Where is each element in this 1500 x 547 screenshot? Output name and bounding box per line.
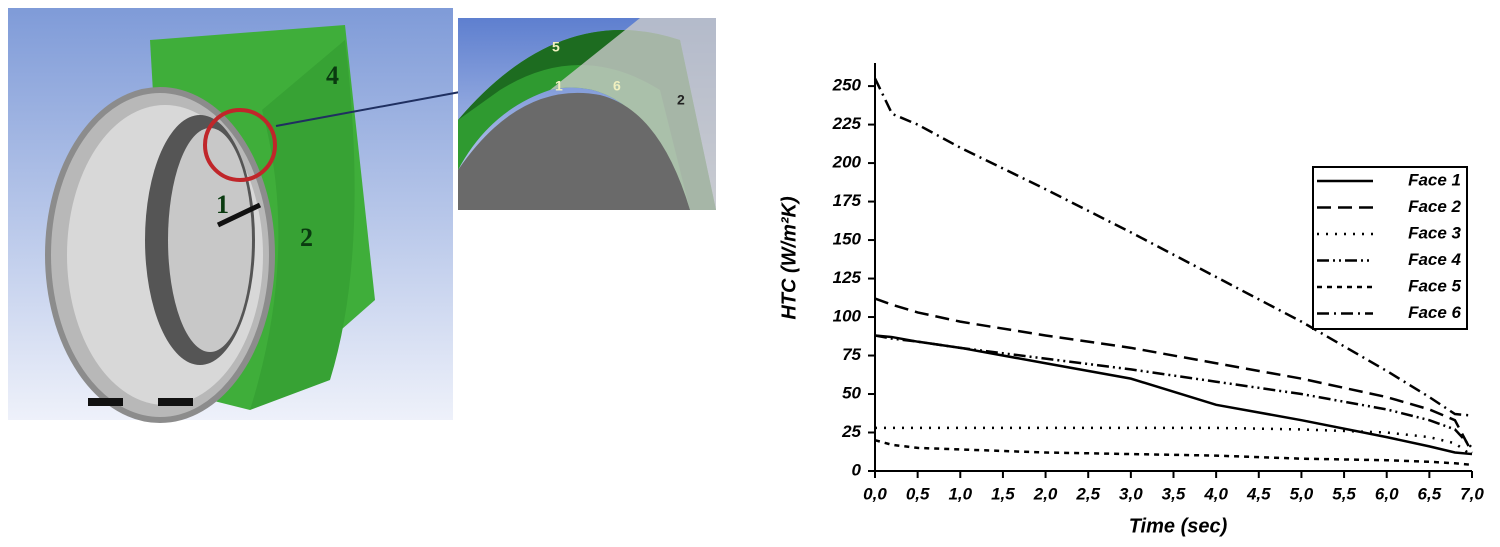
y-tick-label: 25: [841, 422, 861, 441]
legend-label: Face 6: [1408, 303, 1461, 322]
legend-label: Face 3: [1408, 223, 1461, 242]
x-tick-label: 7,0: [1460, 484, 1484, 503]
image-label: 4: [326, 61, 339, 90]
y-tick-label: 175: [833, 191, 862, 210]
image-label: 6: [613, 78, 621, 94]
legend-label: Face 1: [1408, 170, 1461, 189]
x-tick-label: 5,0: [1290, 484, 1314, 503]
y-tick-label: 150: [833, 230, 862, 249]
x-tick-label: 2,0: [1033, 484, 1058, 503]
y-tick-label: 75: [842, 345, 861, 364]
legend-label: Face 4: [1408, 250, 1461, 269]
x-tick-label: 4,0: [1203, 484, 1228, 503]
x-tick-label: 6,0: [1375, 484, 1399, 503]
x-tick-label: 6,5: [1418, 484, 1442, 503]
y-tick-label: 0: [852, 460, 862, 479]
x-tick-label: 0,0: [863, 484, 887, 503]
x-tick-label: 0,5: [906, 484, 930, 503]
legend-label: Face 2: [1408, 197, 1461, 216]
image-label: 1: [216, 190, 229, 219]
drum-image: 4 1 2 5 1 6 2: [8, 8, 716, 423]
y-axis-label: HTC (W/m²K): [778, 196, 800, 320]
y-tick-label: 225: [832, 114, 862, 133]
x-tick-label: 5,5: [1332, 484, 1356, 503]
series-line: [874, 439, 1473, 467]
x-tick-label: 3,0: [1119, 484, 1143, 503]
x-tick-label: 2,5: [1075, 484, 1100, 503]
image-label: 5: [552, 39, 560, 55]
y-tick-label: 125: [833, 268, 862, 287]
image-label: 2: [300, 223, 313, 252]
legend-label: Face 5: [1408, 276, 1461, 295]
image-label: 1: [555, 78, 563, 94]
y-tick-label: 200: [832, 153, 862, 172]
y-tick-label: 250: [832, 76, 862, 95]
x-axis-label: Time (sec): [1129, 515, 1228, 537]
x-tick-label: 1,5: [991, 484, 1015, 503]
x-tick-label: 1,0: [948, 484, 972, 503]
legend-box: [1312, 166, 1468, 330]
x-tick-label: 3,5: [1162, 484, 1186, 503]
y-tick-label: 100: [833, 307, 862, 326]
series-line: [874, 334, 1473, 456]
series-line: [875, 426, 1473, 457]
image-label: 2: [677, 92, 685, 108]
series-line: [873, 77, 1473, 417]
series-line: [874, 297, 1474, 454]
x-tick-label: 4,5: [1246, 484, 1271, 503]
y-tick-label: 50: [842, 384, 861, 403]
series-line: [874, 334, 1473, 449]
